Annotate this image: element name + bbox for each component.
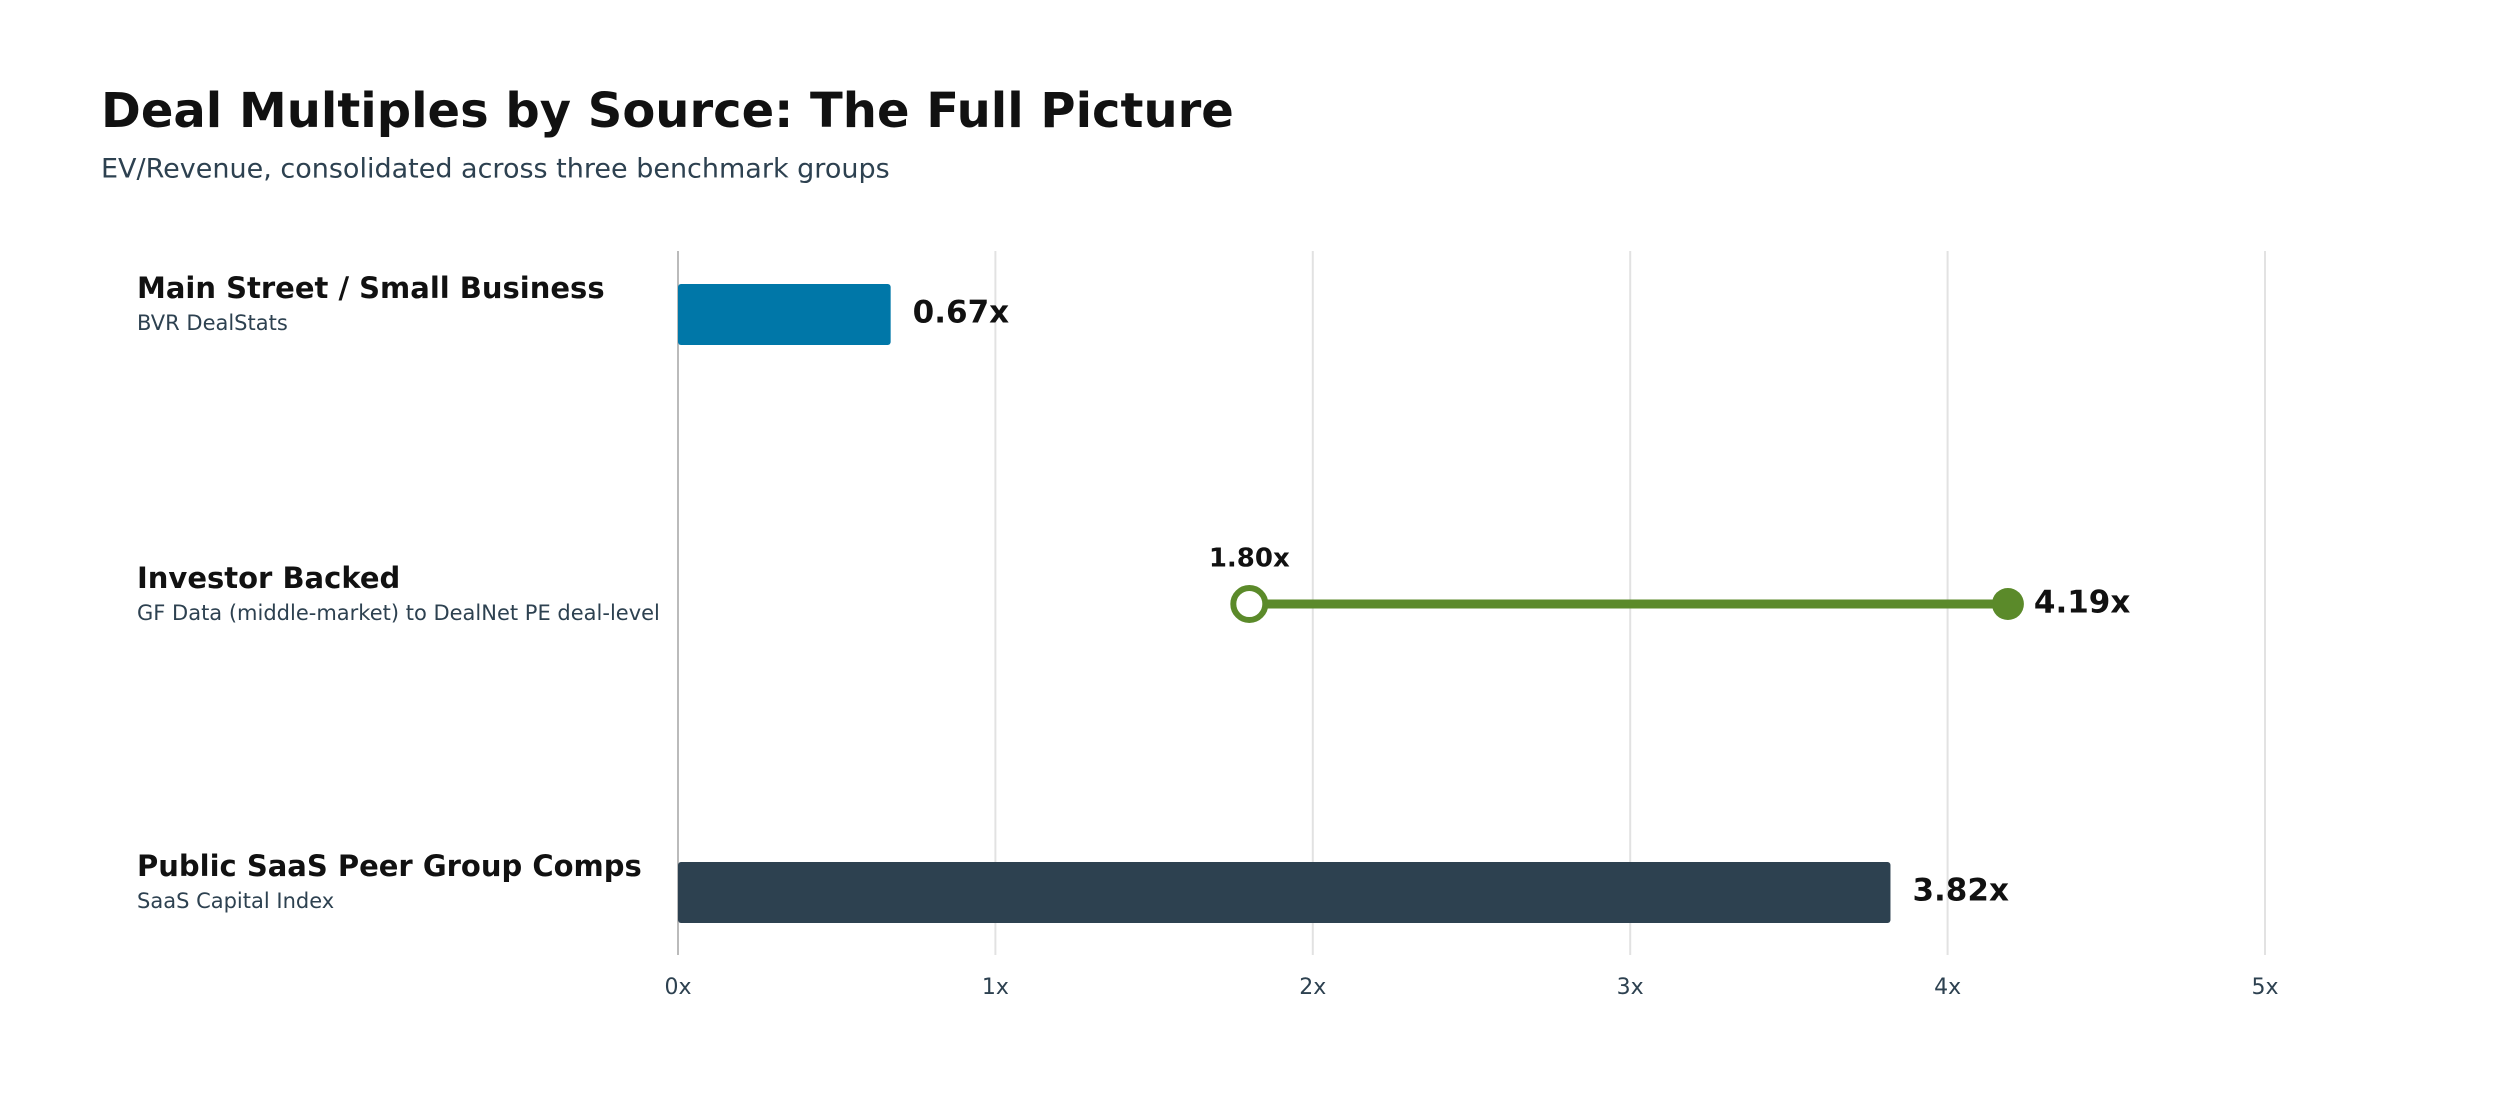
- row-label: Investor Backed: [137, 561, 400, 595]
- row-source: SaaS Capital Index: [137, 889, 334, 913]
- x-tick-label: 2x: [1299, 975, 1326, 1000]
- x-tick-label: 1x: [982, 975, 1009, 1000]
- row-source: GF Data (middle-market) to DealNet PE de…: [137, 601, 660, 625]
- value-label: 1.80x: [1209, 544, 1290, 574]
- x-tick-label: 4x: [1934, 975, 1961, 1000]
- range-high-dot: [1991, 588, 2024, 620]
- x-tick-label: 3x: [1617, 975, 1644, 1000]
- value-label: 0.67x: [913, 295, 1009, 331]
- range-low-dot: [1230, 585, 1269, 623]
- value-label: 4.19x: [2034, 585, 2130, 621]
- x-tick-label: 5x: [2251, 975, 2278, 1000]
- chart-title: Deal Multiples by Source: The Full Pictu…: [101, 83, 1234, 139]
- row-label: Public SaaS Peer Group Comps: [137, 849, 642, 883]
- value-label: 3.82x: [1912, 873, 2008, 909]
- chart-subtitle: EV/Revenue, consolidated across three be…: [101, 154, 890, 185]
- row-source: BVR DealStats: [137, 311, 288, 335]
- x-tick-label: 0x: [664, 975, 691, 1000]
- row-label: Main Street / Small Business: [137, 271, 605, 305]
- bar: [678, 284, 891, 345]
- bar: [678, 862, 1891, 923]
